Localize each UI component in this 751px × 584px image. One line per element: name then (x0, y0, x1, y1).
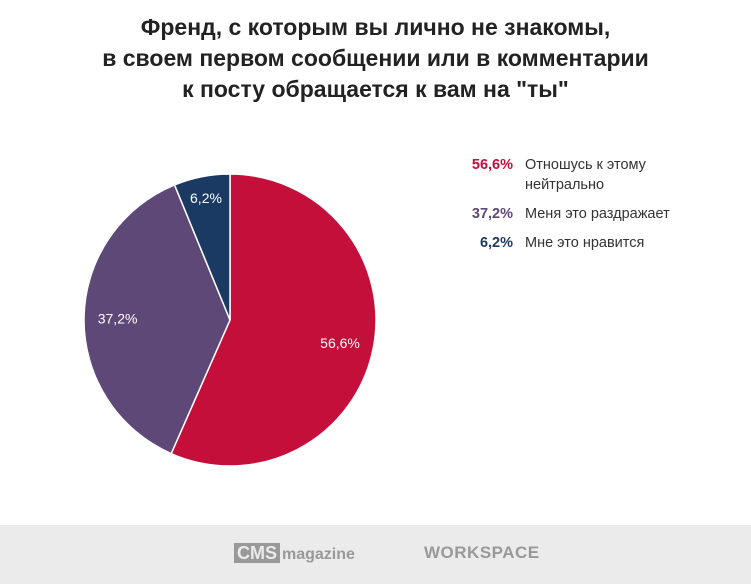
legend-label: Меня это раздражает (525, 206, 670, 222)
slice-data-label: 37,2% (98, 311, 138, 327)
legend-item: 56,6% Отношусь к этому нейтрально (440, 155, 715, 195)
pie-slice (173, 173, 231, 321)
legend-value: 37,2% (471, 206, 513, 222)
legend-value: 6,2% (479, 235, 513, 251)
chart-title: Френд, с которым вы лично не знакомы, в … (0, 12, 751, 105)
slice-data-label: 56,6% (320, 335, 360, 351)
slice-data-label: 6,2% (190, 190, 222, 206)
legend: 56,6% Отношусь к этому нейтрально 37,2% Ме… (440, 155, 715, 262)
legend-value: 56,6% (471, 157, 513, 173)
legend-item: 37,2% Меня это раздражает (440, 204, 715, 224)
title-line-1: Френд, с которым вы лично не знакомы, (140, 14, 611, 40)
legend-label: Мне это нравится (525, 235, 645, 251)
pie-slice (170, 173, 377, 467)
cms-magazine-logo: CMS magazine (234, 543, 355, 564)
workspace-logo: WORKSPACE (424, 543, 540, 562)
legend-item: 6,2% Мне это нравится (440, 233, 715, 253)
footer: CMS magazine WORKSPACE (0, 525, 751, 584)
pie-slice (83, 183, 231, 455)
legend-label: Отношусь к этому нейтрально (525, 157, 646, 193)
title-line-3: к посту обращается к вам на "ты" (182, 76, 569, 102)
pie-chart: 56,6% 37,2% 6,2% (83, 173, 377, 467)
title-line-2: в своем первом сообщении или в комментар… (102, 45, 649, 71)
